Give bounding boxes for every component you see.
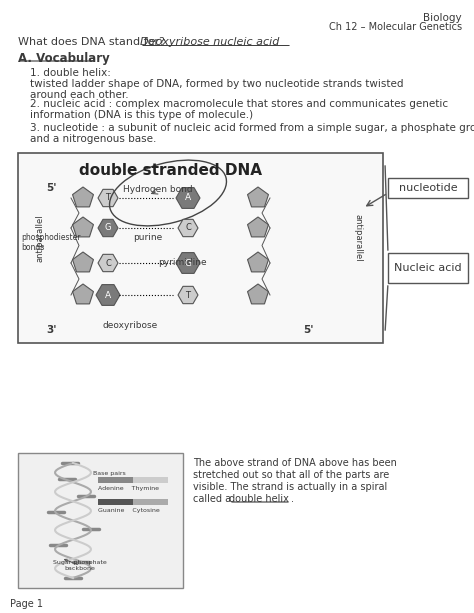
Text: 5': 5' bbox=[46, 183, 56, 193]
Text: visible. The strand is actually in a spiral: visible. The strand is actually in a spi… bbox=[193, 482, 387, 492]
Text: 3. nucleotide : a subunit of nucleic acid formed from a simple sugar, a phosphat: 3. nucleotide : a subunit of nucleic aci… bbox=[30, 123, 474, 133]
Text: phosphodiester
bonds: phosphodiester bonds bbox=[21, 233, 81, 253]
Text: A: A bbox=[185, 194, 191, 202]
Polygon shape bbox=[176, 253, 200, 273]
Bar bbox=[98, 477, 133, 483]
Bar bbox=[133, 499, 168, 505]
Text: information (DNA is this type of molecule.): information (DNA is this type of molecul… bbox=[30, 110, 253, 120]
Text: twisted ladder shape of DNA, formed by two nucleotide strands twisted: twisted ladder shape of DNA, formed by t… bbox=[30, 79, 403, 89]
Polygon shape bbox=[98, 189, 118, 207]
Text: .: . bbox=[291, 494, 294, 504]
Bar bbox=[98, 499, 133, 505]
Text: antiparallel: antiparallel bbox=[36, 214, 45, 262]
Text: C: C bbox=[185, 224, 191, 232]
Text: deoxyribose: deoxyribose bbox=[103, 321, 158, 330]
Text: pyrimidine: pyrimidine bbox=[158, 258, 207, 267]
Text: Adenine    Thymine: Adenine Thymine bbox=[98, 486, 159, 491]
Text: double stranded DNA: double stranded DNA bbox=[79, 163, 262, 178]
Text: and a nitrogenous base.: and a nitrogenous base. bbox=[30, 134, 156, 144]
Polygon shape bbox=[247, 187, 268, 207]
Text: G: G bbox=[105, 224, 111, 232]
Text: C: C bbox=[105, 259, 111, 267]
Polygon shape bbox=[247, 252, 268, 272]
Bar bbox=[388, 178, 468, 198]
Text: What does DNA stand for?: What does DNA stand for? bbox=[18, 37, 165, 47]
Text: antiparallel: antiparallel bbox=[354, 214, 363, 262]
Text: Guanine    Cytosine: Guanine Cytosine bbox=[98, 508, 160, 513]
Text: Base pairs: Base pairs bbox=[93, 471, 126, 476]
Text: stretched out so that all of the parts are: stretched out so that all of the parts a… bbox=[193, 470, 389, 480]
Text: Deoxyribose nucleic acid: Deoxyribose nucleic acid bbox=[140, 37, 279, 47]
Text: T: T bbox=[185, 291, 191, 300]
Polygon shape bbox=[178, 286, 198, 303]
Text: 5': 5' bbox=[303, 325, 313, 335]
Text: 1. double helix:: 1. double helix: bbox=[30, 68, 111, 78]
Bar bbox=[18, 453, 183, 588]
Polygon shape bbox=[96, 284, 120, 305]
Polygon shape bbox=[73, 187, 93, 207]
Polygon shape bbox=[98, 254, 118, 272]
Text: 2. nucleic acid : complex macromolecule that stores and communicates genetic: 2. nucleic acid : complex macromolecule … bbox=[30, 99, 448, 109]
Text: Nucleic acid: Nucleic acid bbox=[394, 263, 462, 273]
Text: T: T bbox=[106, 194, 110, 202]
Polygon shape bbox=[73, 284, 93, 304]
Polygon shape bbox=[176, 188, 200, 208]
Text: purine: purine bbox=[133, 233, 162, 242]
Text: The above strand of DNA above has been: The above strand of DNA above has been bbox=[193, 458, 397, 468]
Text: Biology: Biology bbox=[423, 13, 462, 23]
Polygon shape bbox=[247, 284, 268, 304]
Text: Ch 12 – Molecular Genetics: Ch 12 – Molecular Genetics bbox=[329, 22, 462, 32]
Text: 3': 3' bbox=[46, 325, 56, 335]
Text: called a: called a bbox=[193, 494, 234, 504]
Text: Sugar phosphate
backbone: Sugar phosphate backbone bbox=[53, 559, 107, 571]
Polygon shape bbox=[98, 219, 118, 237]
Bar bbox=[388, 253, 468, 283]
Text: double helix: double helix bbox=[229, 494, 289, 504]
Polygon shape bbox=[73, 217, 93, 237]
Text: A. Vocabulary: A. Vocabulary bbox=[18, 52, 110, 65]
Text: nucleotide: nucleotide bbox=[399, 183, 457, 193]
Polygon shape bbox=[247, 217, 268, 237]
Text: around each other.: around each other. bbox=[30, 90, 128, 100]
Text: A: A bbox=[105, 291, 111, 300]
Text: Hydrogen bond: Hydrogen bond bbox=[123, 185, 192, 194]
Bar bbox=[133, 477, 168, 483]
Text: G: G bbox=[184, 259, 191, 267]
Bar bbox=[18, 153, 383, 343]
Text: Page 1: Page 1 bbox=[10, 599, 43, 609]
Polygon shape bbox=[178, 219, 198, 237]
Polygon shape bbox=[73, 252, 93, 272]
